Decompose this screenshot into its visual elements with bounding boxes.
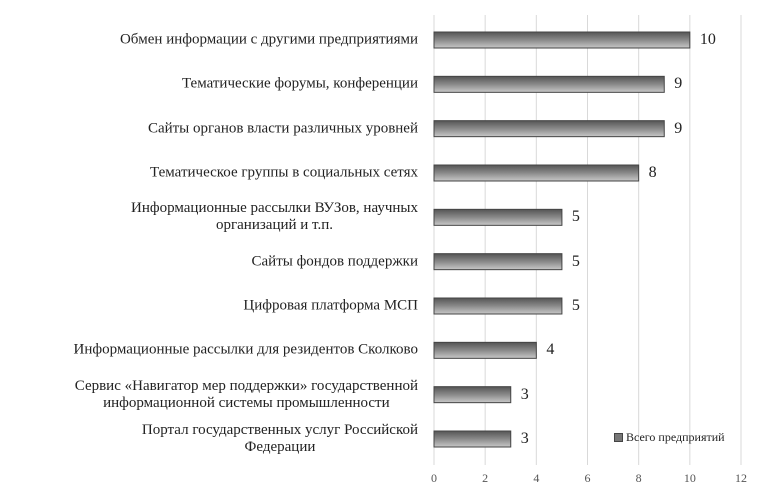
data-label: 3	[520, 385, 529, 403]
data-label: 5	[571, 297, 580, 314]
legend: Всего предприятий	[614, 430, 725, 445]
data-label: 10	[699, 31, 716, 48]
data-label: 4	[546, 341, 555, 359]
category-label: Информационные рассылки ВУЗов, научных о…	[131, 200, 418, 234]
category-label: Обмен информации с другими предприятиями	[119, 31, 418, 48]
category-label: Портал государственных услуг Российской …	[141, 422, 418, 455]
data-label: 5	[571, 208, 580, 226]
data-label: 9	[674, 75, 683, 93]
x-tick-label: 0	[431, 471, 437, 485]
category-label: Сайты органов власти различных уровней	[147, 120, 418, 137]
x-tick-label: 8	[635, 471, 642, 485]
bar	[433, 208, 563, 226]
bar	[433, 297, 563, 315]
category-label: Цифровая платформа МСП	[243, 297, 418, 314]
bar	[433, 253, 563, 271]
data-label: 3	[520, 430, 529, 447]
bar	[433, 31, 691, 49]
data-label: 8	[648, 164, 657, 181]
category-label: Сайты фондов поддержки	[251, 253, 418, 270]
x-tick-label: 12	[735, 471, 747, 485]
bar	[433, 341, 537, 359]
x-tick-label: 10	[683, 471, 696, 485]
category-label: Тематические форумы, конференции	[181, 75, 418, 92]
bar	[433, 75, 665, 93]
category-label: Сервис «Навигатор мер поддержки» государ…	[74, 377, 418, 411]
category-label: Тематическое группы в социальных сетях	[150, 164, 418, 181]
bar	[433, 430, 512, 448]
x-tick-label: 4	[533, 471, 540, 485]
data-label: 5	[571, 252, 580, 270]
x-tick-label: 6	[584, 471, 591, 485]
bar	[433, 386, 512, 404]
legend-label: Всего предприятий	[626, 430, 725, 444]
x-tick-label: 2	[482, 471, 489, 485]
data-label: 9	[674, 119, 683, 137]
bar	[433, 164, 640, 182]
category-label: Информационные рассылки для резидентов С…	[73, 341, 419, 358]
legend-swatch	[614, 433, 623, 442]
bar	[433, 120, 665, 138]
